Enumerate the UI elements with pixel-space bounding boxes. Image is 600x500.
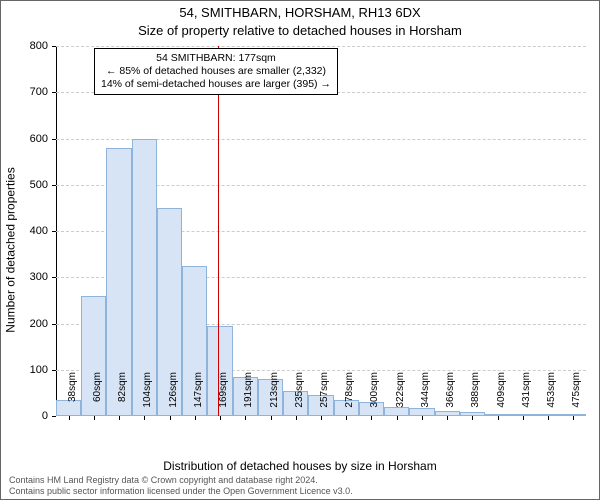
x-tick-label: 60sqm	[92, 372, 103, 422]
footer-line-1: Contains HM Land Registry data © Crown c…	[9, 475, 353, 486]
x-tick-label: 366sqm	[445, 372, 456, 422]
x-tick-label: 453sqm	[546, 372, 557, 422]
chart-title-main: 54, SMITHBARN, HORSHAM, RH13 6DX	[1, 5, 599, 20]
x-tick-label: 431sqm	[521, 372, 532, 422]
x-tick-label: 300sqm	[369, 372, 380, 422]
chart-container: 54, SMITHBARN, HORSHAM, RH13 6DX Size of…	[0, 0, 600, 500]
y-tick-label: 300	[16, 271, 56, 283]
annotation-box: 54 SMITHBARN: 177sqm← 85% of detached ho…	[94, 48, 338, 95]
y-axis-label: Number of detached properties	[4, 167, 18, 332]
y-axis-label-wrap: Number of detached properties	[3, 1, 19, 499]
y-tick-label: 100	[16, 364, 56, 376]
x-tick-label: 278sqm	[344, 372, 355, 422]
y-tick-label: 800	[16, 40, 56, 52]
annotation-line: ← 85% of detached houses are smaller (2,…	[101, 65, 331, 78]
y-tick-label: 600	[16, 133, 56, 145]
marker-line	[218, 46, 219, 416]
x-tick-label: 147sqm	[193, 372, 204, 422]
footer-line-2: Contains public sector information licen…	[9, 486, 353, 497]
y-tick-label: 400	[16, 225, 56, 237]
x-tick-label: 235sqm	[294, 372, 305, 422]
x-tick-label: 82sqm	[117, 372, 128, 422]
chart-title-sub: Size of property relative to detached ho…	[1, 23, 599, 38]
y-tick-label: 500	[16, 179, 56, 191]
annotation-line: 54 SMITHBARN: 177sqm	[101, 52, 331, 65]
x-tick-label: 344sqm	[420, 372, 431, 422]
y-tick-label: 200	[16, 318, 56, 330]
x-tick-label: 322sqm	[395, 372, 406, 422]
x-tick-label: 191sqm	[243, 372, 254, 422]
x-tick-label: 38sqm	[67, 372, 78, 422]
annotation-line: 14% of semi-detached houses are larger (…	[101, 78, 331, 91]
gridline	[56, 46, 586, 47]
plot-area: 010020030040050060070080038sqm60sqm82sqm…	[56, 46, 586, 416]
x-tick-label: 388sqm	[470, 372, 481, 422]
footer-attribution: Contains HM Land Registry data © Crown c…	[9, 475, 353, 497]
y-tick-label: 0	[16, 410, 56, 422]
x-tick-label: 169sqm	[218, 372, 229, 422]
x-tick-label: 213sqm	[269, 372, 280, 422]
x-tick-label: 409sqm	[496, 372, 507, 422]
x-tick-label: 475sqm	[571, 372, 582, 422]
y-tick-label: 700	[16, 86, 56, 98]
x-tick-label: 257sqm	[319, 372, 330, 422]
x-axis-label: Distribution of detached houses by size …	[1, 459, 599, 473]
x-tick-label: 104sqm	[142, 372, 153, 422]
x-tick-label: 126sqm	[168, 372, 179, 422]
